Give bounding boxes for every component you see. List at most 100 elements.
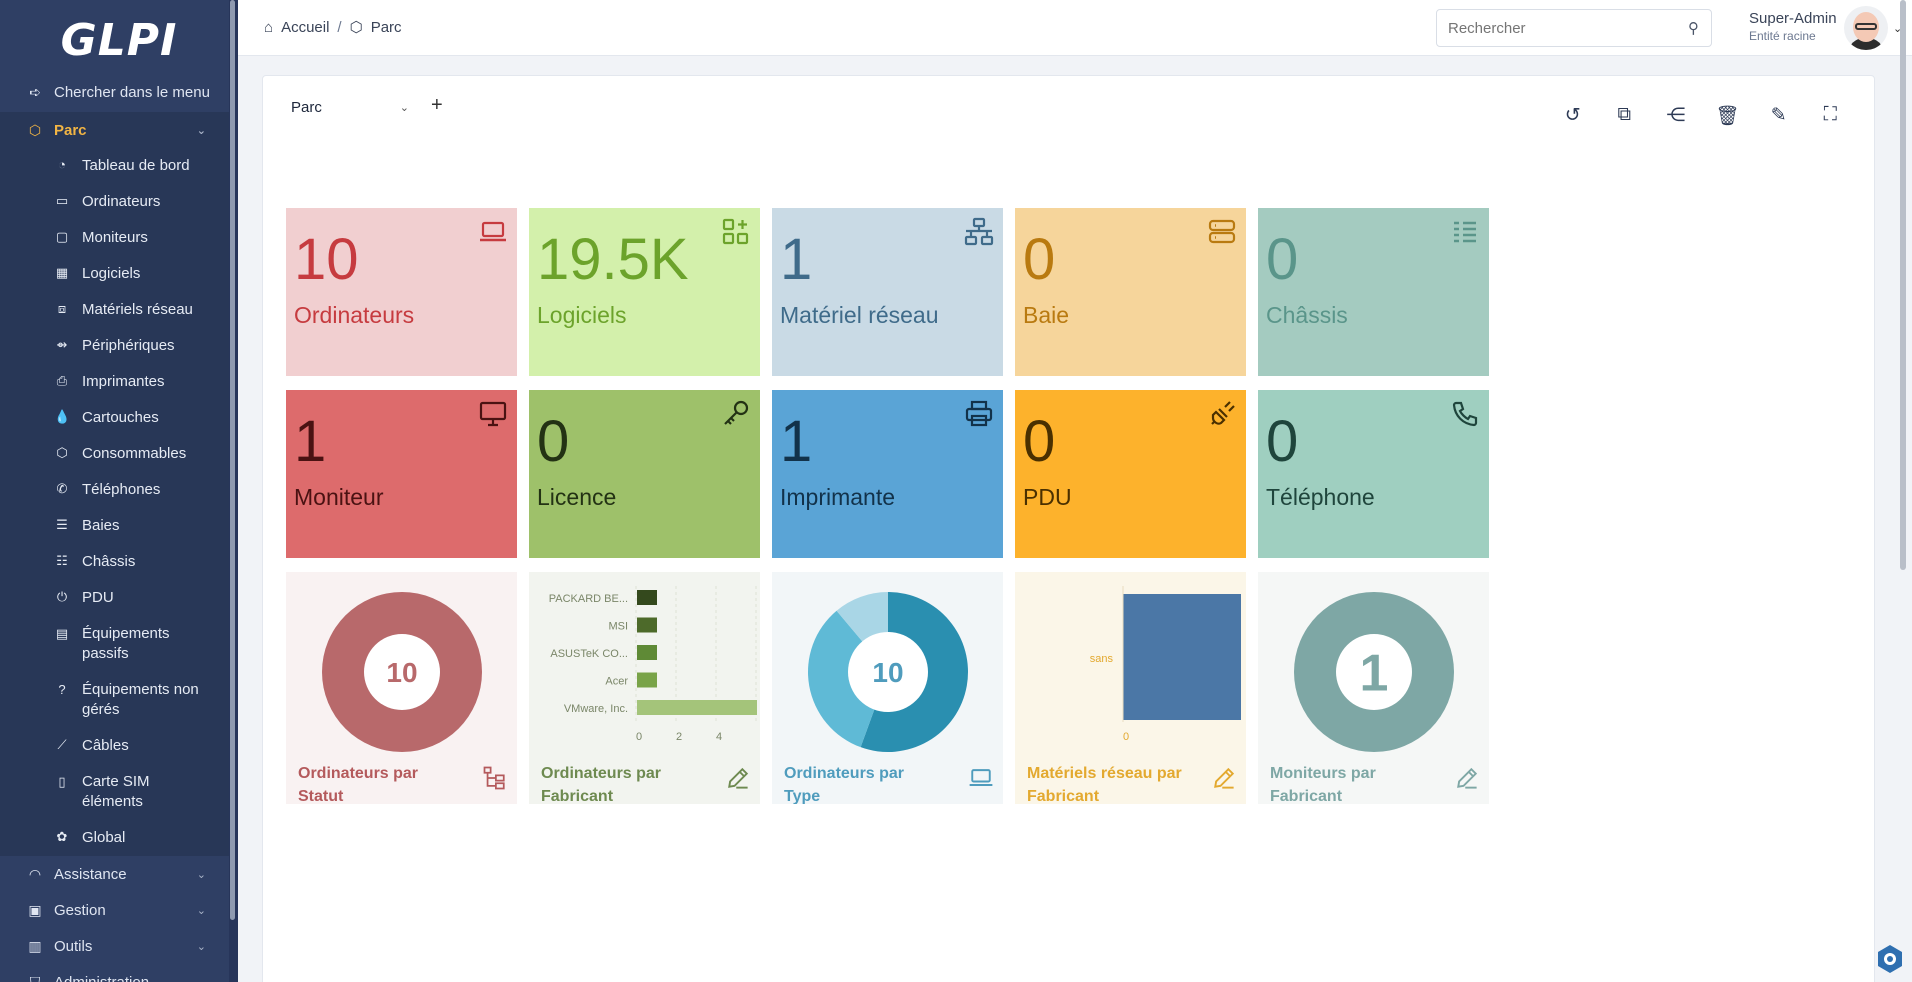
dashboard-select[interactable]: Parc ⌄ [283,92,423,122]
sidebar-item-cartouches[interactable]: 💧 Cartouches [0,400,238,436]
printer-icon: ⎙ [56,373,68,388]
sidebar-item-label: Consommables [82,445,187,462]
sidebar-section-assistance[interactable]: ◠ Assistance ⌄ [0,856,238,892]
share-icon[interactable]: ⋲ [1666,105,1686,126]
sidebar-item-baies[interactable]: ☰ Baies [0,508,238,544]
stat-tile-imprimante[interactable]: 1 Imprimante [772,390,1003,558]
bar[interactable] [637,672,657,688]
tile-value: 1 [294,409,327,474]
sidebar-item-label: Téléphones [82,481,161,498]
sidebar-item-label: Cartouches [82,409,159,426]
chart-tile-5: 1 Moniteurs par Fabricant [1258,572,1489,804]
sidebar-item-pdu[interactable]: ⏻ PDU [0,580,238,616]
sidebar-item-imprimantes[interactable]: ⎙ Imprimantes [0,364,238,400]
chart-svg: sans 0 [1090,586,1241,743]
bar[interactable] [637,700,757,715]
stat-tile-logiciels[interactable]: 19.5K Logiciels [529,208,760,376]
sidebar-item-moniteurs[interactable]: ▢ Moniteurs [0,220,238,256]
glpi-agent-icon[interactable] [1875,943,1905,975]
stat-tile-mat-riel-r-seau[interactable]: 1 Matériel réseau [772,208,1003,376]
search-input[interactable] [1437,10,1667,46]
chevron-down-icon: ⌄ [399,101,409,114]
tile-label: Logiciels [537,302,627,328]
laptop-icon[interactable] [967,764,995,792]
bar-category-label: VMware, Inc. [564,703,628,715]
stat-tile-baie[interactable]: 0 Baie [1015,208,1246,376]
dashboard-icon: ◔ [58,157,66,172]
bar[interactable] [637,645,657,660]
sidebar-item-mat-riels-r-seau[interactable]: ⧈ Matériels réseau [0,292,238,328]
sidebar-item-c-bles[interactable]: ⟋ Câbles [0,728,238,764]
sidebar-item-global[interactable]: ✿ Global [0,820,238,856]
stat-tile-t-l-phone[interactable]: 0 Téléphone [1258,390,1489,558]
chart-svg: 1 [1294,592,1454,752]
sidebar-scrollbar[interactable] [230,0,235,920]
chart-tile-1: 10 Ordinateurs par Statut [286,572,517,804]
copy-icon[interactable]: ⧉ [1617,104,1632,125]
sidebar-item-ordinateurs[interactable]: ▭ Ordinateurs [0,184,238,220]
sidebar-item--quipements-non-g-r-s[interactable]: ? Équipements non gérés [0,672,238,728]
main-scrollbar[interactable] [1900,0,1906,570]
tile-value: 0 [1023,409,1056,474]
sidebar-item-label: Équipements non gérés [82,681,199,718]
pie-slice[interactable] [808,610,888,748]
sidebar-item-logiciels[interactable]: ▦ Logiciels [0,256,238,292]
trash-icon[interactable]: 🗑 [1715,106,1740,127]
top-header: ⌂ Accueil / ⬡ Parc ⚲ Super-Admin Entité … [238,0,1912,56]
stat-tile-pdu[interactable]: 0 PDU [1015,390,1246,558]
sidebar-section-outils[interactable]: ▥ Outils ⌄ [0,928,238,964]
sidebar-item-label: Châssis [82,553,136,570]
chart-tile-2: PACKARD BE... MSI ASUSTeK CO... Acer VMware,… [529,572,760,804]
add-dashboard-button[interactable]: + [431,94,443,116]
edit-icon[interactable] [1210,764,1238,792]
chevron-down-icon: ⌄ [197,976,206,982]
sidebar-section-administration[interactable]: ⛉ Administration ⌄ [0,964,238,982]
user-menu[interactable]: Super-Admin Entité racine [1749,10,1837,43]
search-icon[interactable]: ⚲ [1688,20,1699,37]
sidebar-section-parc[interactable]: ⬡ Parc ⌄ [0,112,238,148]
sidebar-item-carte-sim-l-ments[interactable]: ▯ Carte SIM éléments [0,764,238,820]
bar[interactable] [637,617,657,633]
usb-icon: ⇴ [56,337,68,352]
chevron-down-icon: ⌄ [196,940,206,953]
edit-icon[interactable] [724,764,752,792]
global-icon: ✿ [56,829,68,844]
sidebar-item-consommables[interactable]: ⬡ Consommables [0,436,238,472]
chevron-down-icon[interactable]: ⌄ [1893,23,1903,35]
hierarchy-icon[interactable] [481,764,509,792]
bar[interactable] [637,590,657,605]
breadcrumb-current[interactable]: Parc [370,18,402,36]
history-icon[interactable]: ↺ [1564,105,1581,126]
sidebar-section-gestion[interactable]: ▣ Gestion ⌄ [0,892,238,928]
chevron-down-icon: ⌄ [196,868,206,881]
sidebar-item--quipements-passifs[interactable]: ▤ Équipements passifs [0,616,238,672]
edit-icon[interactable]: ✎ [1770,105,1787,126]
package-icon: ⬡ [56,445,68,460]
sidebar-item-ch-ssis[interactable]: ☷ Châssis [0,544,238,580]
sidebar-item-tableau-de-bord[interactable]: ◔ Tableau de bord [0,148,238,184]
bar[interactable] [1123,594,1241,720]
stat-tile-ordinateurs[interactable]: 10 Ordinateurs [286,208,517,376]
sidebar-item-p-riph-riques[interactable]: ⇴ Périphériques [0,328,238,364]
droplet-icon: 💧 [54,409,71,424]
sidebar-item-label: Ordinateurs [82,193,161,210]
x-tick-label: 0 [1123,731,1129,743]
sidebar-item-t-l-phones[interactable]: ✆ Téléphones [0,472,238,508]
question-icon: ? [58,682,66,697]
stat-tile-moniteur[interactable]: 1 Moniteur [286,390,517,558]
headset-icon: ◠ [28,865,42,882]
sidebar-search[interactable]: ➪ Chercher dans le menu [0,80,238,104]
user-entity: Entité racine [1749,29,1816,43]
tile-value: 1 [780,409,813,474]
fullscreen-icon[interactable]: ⛶ [1823,104,1837,125]
edit-icon[interactable] [1453,764,1481,792]
stat-tile-licence[interactable]: 0 Licence [529,390,760,558]
tile-value: 0 [537,409,570,474]
glpi-logo[interactable]: GLPI [60,14,178,66]
avatar[interactable] [1844,6,1888,50]
dashboard-select-value: Parc [291,98,322,116]
breadcrumb-home[interactable]: Accueil [281,18,330,36]
stat-tile-ch-ssis[interactable]: 0 Châssis [1258,208,1489,376]
sidebar-item-label: Carte SIM éléments [82,773,150,810]
shield-icon: ⛉ [29,973,41,982]
